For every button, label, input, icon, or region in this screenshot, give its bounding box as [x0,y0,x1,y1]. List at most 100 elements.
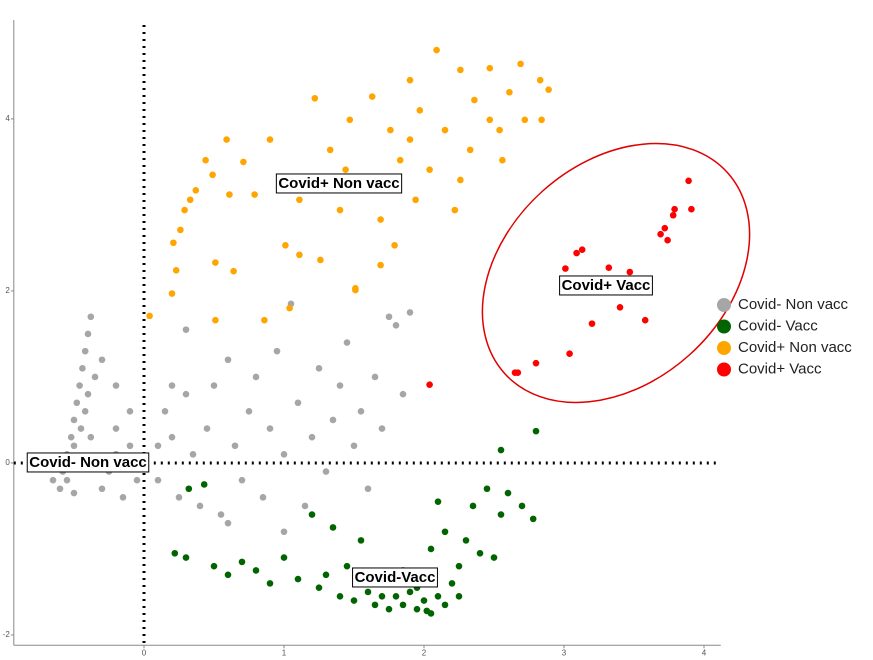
annotation-box [352,567,438,588]
point [294,399,302,407]
point [352,285,359,292]
point [336,382,344,389]
point [126,442,134,450]
point [322,468,330,475]
point [286,304,293,312]
annotation-box [26,452,150,473]
point [296,251,303,259]
point [81,347,89,355]
legend-label: Covid+ Vacc [738,360,822,377]
point [420,597,428,604]
point [186,196,194,204]
point [296,196,303,204]
point [210,382,218,389]
point [377,216,384,223]
point [87,433,95,441]
point [329,524,337,531]
point [423,607,431,615]
point [545,86,552,93]
point [238,558,246,566]
point [671,205,678,213]
point [588,320,596,327]
annotation-label: Covid- Non vacc [29,454,147,471]
point [357,537,365,544]
annotation-label: Covid+ Non vacc [278,175,399,192]
point [536,76,544,84]
point [448,580,456,587]
annotation: Covid+ Non vacc [275,173,403,194]
highlight-ellipse [481,142,751,404]
point [451,206,459,214]
point [661,224,669,232]
point [77,425,85,432]
point [226,191,233,198]
point [685,177,692,185]
x-tick-label: 3 [562,648,567,657]
point [441,601,449,609]
point [371,373,379,381]
point [497,511,505,518]
point [210,562,218,570]
point [406,309,414,316]
point [98,356,106,364]
point [357,408,365,415]
point [605,264,613,272]
point [455,562,463,570]
point [182,554,190,561]
y-tick-label: 4 [5,114,10,123]
point [426,166,433,173]
point [368,93,376,100]
point [506,88,513,96]
point [336,206,344,214]
point [378,425,386,432]
point [146,312,153,320]
y-tick-label: 2 [5,286,10,295]
point [259,494,267,501]
point [112,425,120,432]
point [261,316,268,324]
point [133,476,141,484]
point [518,502,526,510]
legend-marker [717,298,731,312]
legend-marker [717,319,731,334]
point [202,156,209,164]
point [562,265,569,272]
point [426,381,433,388]
point [496,126,503,134]
point [73,399,81,407]
point [70,416,78,424]
point [378,592,386,600]
point [79,365,86,372]
point [350,442,358,450]
point [412,196,419,204]
point [266,580,274,587]
legend-label: Covid- Vacc [738,317,818,334]
point [326,146,334,154]
point [322,571,330,579]
point [181,206,188,214]
point [529,515,537,523]
point [497,446,505,454]
point [231,442,239,450]
point [294,575,302,583]
point [175,494,183,501]
x-tick-label: 4 [702,648,707,657]
point [171,549,179,557]
point [308,511,316,518]
point [189,451,197,458]
point [385,605,393,613]
point [350,597,358,604]
point [434,592,442,600]
point [391,242,398,249]
point [336,592,344,600]
point [217,511,225,518]
point [504,489,512,497]
legend-label: Covid- Non vacc [738,296,849,313]
y-tick-label: -2 [3,630,11,639]
point [457,66,464,74]
y-tick-label: 0 [5,458,10,467]
point [364,588,372,596]
point [168,382,176,389]
point [427,545,435,553]
